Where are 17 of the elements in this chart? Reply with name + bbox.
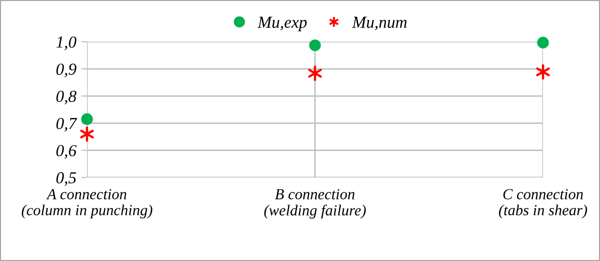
point — [536, 64, 550, 80]
y-tick-label: 0,8 — [56, 90, 76, 104]
point — [309, 39, 321, 52]
point — [80, 126, 94, 142]
legend-label: Mu,exp — [258, 16, 307, 32]
point — [537, 36, 549, 48]
y-tick-label: 0,9 — [56, 64, 76, 78]
y-tick-label: 1,0 — [56, 36, 76, 50]
x-tick-label: B connection (welding failure) — [264, 189, 366, 219]
y-tick-label: 0,6 — [56, 145, 77, 159]
y-tick-label: 0,5 — [56, 172, 76, 186]
x-tick-label: A connection (column in punching) — [22, 189, 152, 218]
y-tick-label: 0,7 — [56, 118, 78, 132]
x-tick-label: C connection (tabs in shear) — [498, 189, 588, 218]
legend-label: Mu,num — [352, 16, 407, 30]
point — [308, 66, 322, 81]
point — [81, 113, 93, 125]
